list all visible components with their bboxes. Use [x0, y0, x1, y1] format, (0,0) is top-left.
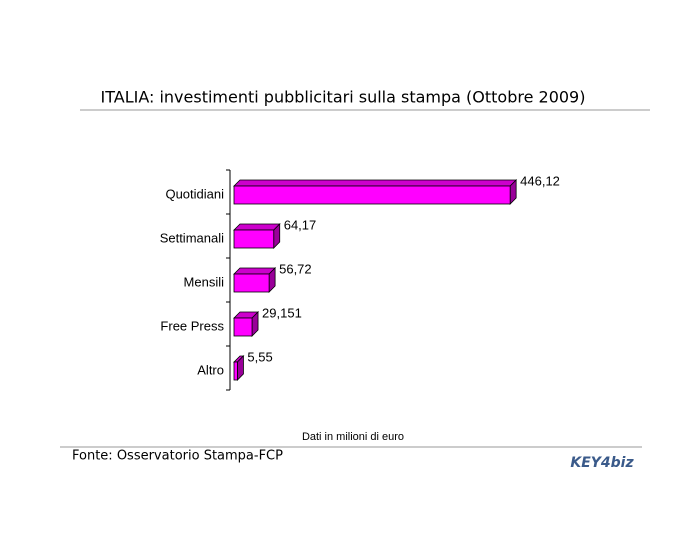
bar — [233, 223, 281, 249]
data-label: 446,12 — [520, 173, 560, 188]
data-label: 64,17 — [284, 217, 317, 232]
bar — [233, 311, 260, 337]
category-label: Settimanali — [160, 230, 224, 245]
bar-top — [233, 223, 281, 231]
bar — [233, 267, 277, 293]
bar-front — [233, 317, 253, 337]
bar-top — [233, 267, 277, 275]
category-label: Altro — [197, 362, 224, 377]
bar-front — [233, 185, 511, 205]
bar-front — [233, 361, 238, 381]
data-label: 29,151 — [262, 305, 302, 320]
bar-top — [233, 179, 518, 187]
source: Fonte: Osservatorio Stampa-FCP — [72, 449, 283, 464]
unit-note: Dati in milioni di euro — [302, 431, 404, 443]
bar — [233, 355, 245, 381]
logo: KEY4biz — [570, 455, 634, 471]
chart-title: ITALIA: investimenti pubblicitari sulla … — [101, 88, 586, 107]
data-label: 5,55 — [247, 349, 272, 364]
bar-front — [233, 229, 275, 249]
category-label: Quotidiani — [165, 186, 224, 201]
bar — [233, 179, 518, 205]
category-label: Mensili — [184, 274, 225, 289]
data-label: 56,72 — [279, 261, 312, 276]
bar-front — [233, 273, 270, 293]
category-label: Free Press — [160, 318, 224, 333]
